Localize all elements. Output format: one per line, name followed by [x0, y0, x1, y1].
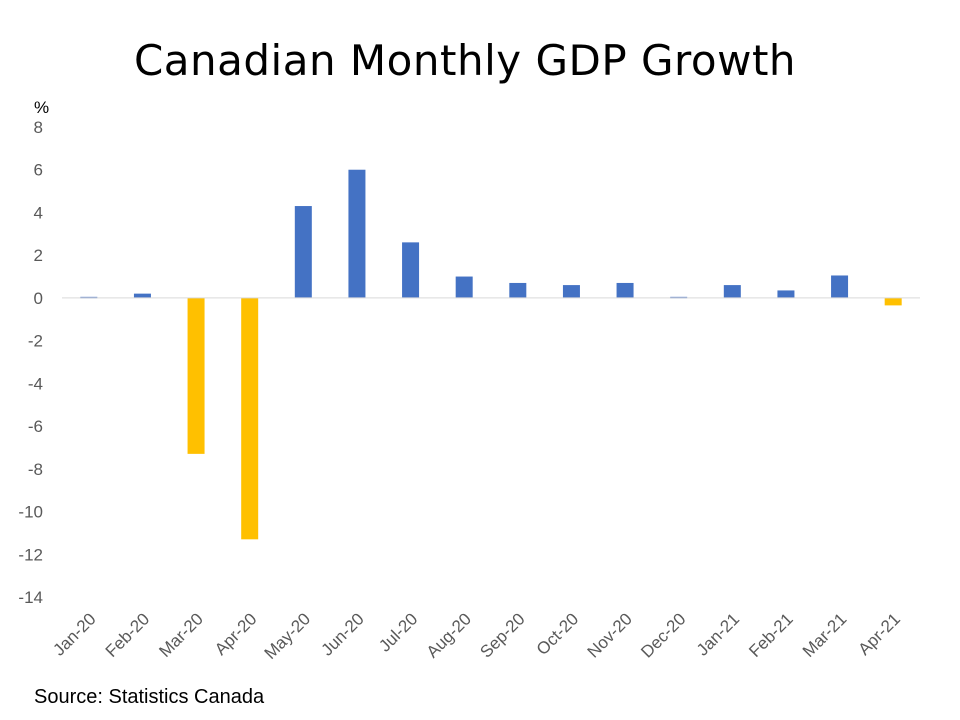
x-tick-label: Apr-20: [211, 609, 261, 659]
bar-jun-20: [348, 169, 366, 298]
bar-mar-20: [187, 297, 205, 454]
chart-title: Canadian Monthly GDP Growth: [133, 36, 797, 85]
bar-apr-21: [884, 297, 902, 306]
y-tick-label: -4: [28, 374, 43, 393]
x-tick-label: Mar-21: [799, 609, 851, 661]
x-tick-label: Nov-20: [584, 609, 636, 661]
x-tick-label: May-20: [261, 609, 315, 663]
x-tick-label: Jan-20: [49, 609, 99, 659]
bar-feb-20: [133, 293, 151, 298]
x-tick-label: Jan-21: [693, 609, 743, 659]
y-tick-label: -2: [28, 332, 43, 351]
bar-nov-20: [616, 282, 634, 298]
bar-may-20: [294, 206, 312, 298]
x-tick-label: Aug-20: [423, 609, 475, 661]
x-tick-label: Mar-20: [155, 609, 207, 661]
x-tick-label: Feb-20: [102, 609, 154, 661]
source-note: Source: Statistics Canada: [34, 686, 265, 708]
y-tick-label: -8: [28, 460, 43, 479]
y-tick-label: -6: [28, 417, 43, 436]
y-tick-label: 2: [34, 246, 43, 265]
x-tick-label: Apr-21: [854, 609, 904, 659]
x-tick-label: Sep-20: [476, 609, 528, 661]
x-tick-label: Oct-20: [533, 609, 583, 659]
bar-apr-20: [241, 297, 259, 540]
bar-aug-20: [455, 276, 473, 298]
y-tick-label: -10: [18, 503, 43, 522]
x-tick-label: Jul-20: [375, 609, 421, 655]
x-tick-label: Jun-20: [318, 609, 368, 659]
y-tick-label: 6: [34, 161, 43, 180]
bar-feb-21: [777, 290, 795, 298]
x-tick-label: Dec-20: [637, 609, 689, 661]
y-axis-unit-label: %: [34, 98, 50, 117]
bar-sep-20: [509, 282, 527, 298]
x-tick-label: Feb-21: [745, 609, 797, 661]
bar-oct-20: [562, 285, 580, 298]
y-tick-label: -14: [18, 588, 43, 607]
y-tick-label: 8: [34, 118, 43, 137]
y-tick-label: 4: [34, 203, 43, 222]
y-tick-label: 0: [34, 289, 43, 308]
bar-jan-21: [723, 285, 741, 298]
bar-mar-21: [831, 275, 849, 298]
y-tick-label: -12: [18, 545, 43, 564]
bar-jul-20: [402, 242, 420, 298]
